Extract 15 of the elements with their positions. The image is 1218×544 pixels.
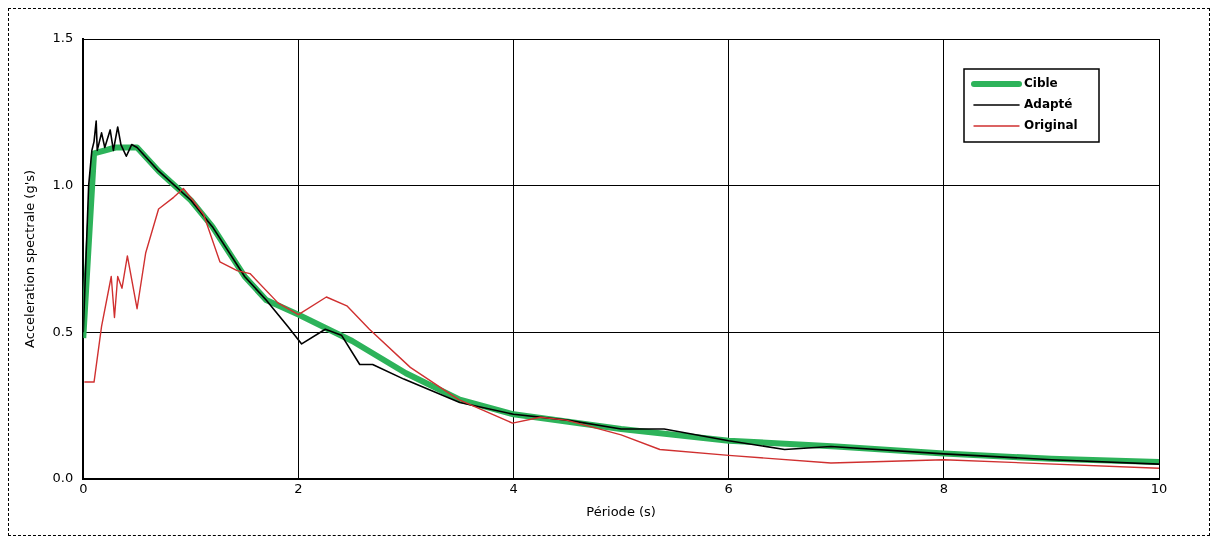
x-tick-label: 0 [79,480,88,496]
y-tick-label: 1.0 [52,176,74,192]
legend-label: Original [1024,118,1078,133]
x-tick-label: 2 [294,480,303,496]
legend-label: Adapté [1024,97,1073,112]
x-tick-label: 8 [939,480,948,496]
x-tick-label: 6 [724,480,733,496]
y-tick-label: 0.5 [52,323,74,339]
x-tick-label: 10 [1150,480,1168,496]
y-axis-title: Acceleration spectrale (g's) [22,169,38,348]
y-tick-label: 1.5 [52,30,74,46]
x-axis-title: Période (s) [586,503,656,519]
legend-label: Cible [1024,76,1058,91]
x-tick-label: 4 [509,480,518,496]
y-tick-label: 0.0 [52,470,74,486]
